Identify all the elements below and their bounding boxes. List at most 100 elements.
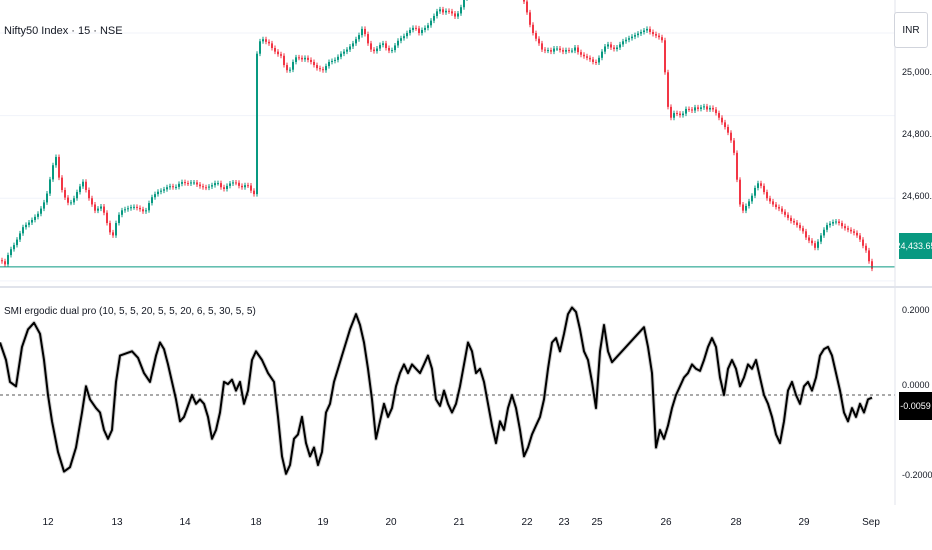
candle-body <box>313 61 315 66</box>
candle-body <box>385 43 387 49</box>
candle-body <box>388 48 390 51</box>
candle-body <box>250 185 252 191</box>
candle-body <box>340 53 342 57</box>
candle-body <box>220 183 222 188</box>
candle-body <box>148 203 150 211</box>
candle-body <box>592 59 594 62</box>
candle-body <box>868 250 870 262</box>
candle-body <box>199 184 201 187</box>
candle-body <box>61 177 63 190</box>
candle-body <box>757 183 759 188</box>
candle-body <box>853 231 855 233</box>
candle-body <box>526 1 528 13</box>
candle-body <box>397 40 399 46</box>
candle-body <box>292 61 294 70</box>
candle-body <box>163 189 165 191</box>
candle-body <box>319 68 321 70</box>
candle-body <box>442 9 444 13</box>
candle-body <box>364 28 366 35</box>
candle-body <box>454 13 456 17</box>
currency-button[interactable]: INR <box>894 12 928 48</box>
candle-body <box>253 190 255 195</box>
candle-body <box>829 223 831 226</box>
candle-body <box>298 57 300 59</box>
candle-body <box>103 206 105 213</box>
candle-body <box>763 185 765 193</box>
candle-body <box>838 221 840 224</box>
indicator-title[interactable]: SMI ergodic dual pro (10, 5, 5, 20, 5, 5… <box>4 306 256 317</box>
candle-body <box>754 187 756 196</box>
candle-body <box>643 30 645 33</box>
candle-body <box>418 28 420 34</box>
candle-body <box>289 69 291 71</box>
price-candles <box>1 0 873 272</box>
candle-body <box>166 187 168 190</box>
candle-body <box>73 198 75 203</box>
time-axis-label: 21 <box>453 517 465 528</box>
candle-body <box>577 47 579 53</box>
candle-body <box>31 219 33 223</box>
candle-body <box>433 16 435 21</box>
candle-body <box>304 57 306 60</box>
time-axis-label: 12 <box>42 517 54 528</box>
time-axis-label: 22 <box>521 517 533 528</box>
candle-body <box>634 35 636 37</box>
candle-body <box>862 239 864 246</box>
candle-body <box>370 43 372 50</box>
candle-body <box>160 190 162 192</box>
indicator-line <box>0 306 873 475</box>
candle-body <box>265 39 267 42</box>
candle-body <box>427 25 429 28</box>
candle-body <box>109 223 111 233</box>
candle-body <box>154 194 156 198</box>
candle-body <box>145 210 147 212</box>
candle-body <box>238 182 240 186</box>
symbol-title[interactable]: Nifty50 Index · 15 · NSE <box>4 25 123 37</box>
candle-body <box>334 59 336 61</box>
candle-body <box>181 182 183 184</box>
candle-body <box>244 185 246 188</box>
candle-body <box>799 225 801 229</box>
candle-body <box>688 108 690 110</box>
indicator-axis-label: 0.2000 <box>902 305 930 315</box>
candle-body <box>607 44 609 47</box>
candle-body <box>712 107 714 110</box>
candle-body <box>460 7 462 14</box>
candle-body <box>373 49 375 52</box>
candle-body <box>415 27 417 29</box>
candle-body <box>37 213 39 217</box>
candle-body <box>82 181 84 187</box>
candle-body <box>550 50 552 52</box>
candle-body <box>796 222 798 226</box>
candle-body <box>820 235 822 242</box>
candle-body <box>787 214 789 218</box>
last-price-badge: 24,433.65 <box>895 233 932 259</box>
candle-body <box>421 29 423 34</box>
candle-body <box>709 107 711 110</box>
candle-body <box>721 117 723 123</box>
candle-body <box>742 204 744 211</box>
candle-body <box>529 12 531 25</box>
candle-body <box>790 217 792 221</box>
candle-body <box>823 229 825 236</box>
candle-body <box>565 50 567 52</box>
candle-body <box>190 182 192 184</box>
candle-body <box>202 186 204 188</box>
candle-body <box>223 187 225 189</box>
candle-body <box>337 56 339 60</box>
candle-body <box>784 211 786 215</box>
candle-body <box>211 185 213 187</box>
candle-body <box>589 57 591 60</box>
candle-body <box>235 182 237 184</box>
candle-body <box>673 113 675 118</box>
candle-body <box>247 185 249 187</box>
candle-body <box>178 183 180 187</box>
candle-body <box>214 183 216 186</box>
candle-body <box>622 41 624 45</box>
candle-body <box>241 185 243 188</box>
candle-body <box>871 261 873 269</box>
candle-body <box>640 32 642 34</box>
candle-body <box>700 107 702 109</box>
candle-body <box>355 39 357 44</box>
